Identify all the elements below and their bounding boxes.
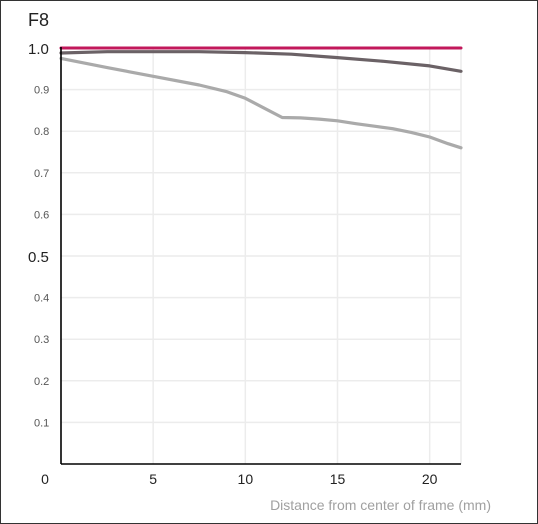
x-tick-label: 5 bbox=[149, 471, 157, 487]
y-tick-label: 1.0 bbox=[28, 41, 49, 58]
series-line-3 bbox=[59, 56, 463, 150]
axes bbox=[60, 47, 461, 465]
y-tick-label: 0.8 bbox=[34, 126, 49, 138]
x-axis-label: Distance from center of frame (mm) bbox=[270, 497, 491, 513]
series-lines bbox=[59, 46, 463, 150]
y-tick-label: 0.1 bbox=[34, 417, 49, 429]
chart-title: F8 bbox=[28, 10, 49, 30]
y-tick-label: 0.2 bbox=[34, 376, 49, 388]
y-tick-label: 0.6 bbox=[34, 209, 49, 221]
y-tick-label: 0.7 bbox=[34, 168, 49, 180]
x-tick-label: 15 bbox=[330, 471, 346, 487]
x-tick-label: 20 bbox=[422, 471, 438, 487]
x-tick-label: 0 bbox=[41, 471, 49, 487]
tick-labels: 1.0 0.9 0.8 0.7 0.6 0.5 0.4 0.3 0.2 0.1 0 5 10 15 20 bbox=[28, 41, 438, 487]
series-line-2 bbox=[59, 50, 463, 73]
y-tick-label: 0.4 bbox=[34, 293, 49, 305]
gridlines bbox=[61, 47, 462, 464]
y-tick-label: 0.5 bbox=[28, 249, 49, 266]
y-tick-label: 0.9 bbox=[34, 85, 49, 97]
y-tick-label: 0.3 bbox=[34, 334, 49, 346]
x-tick-label: 10 bbox=[238, 471, 254, 487]
